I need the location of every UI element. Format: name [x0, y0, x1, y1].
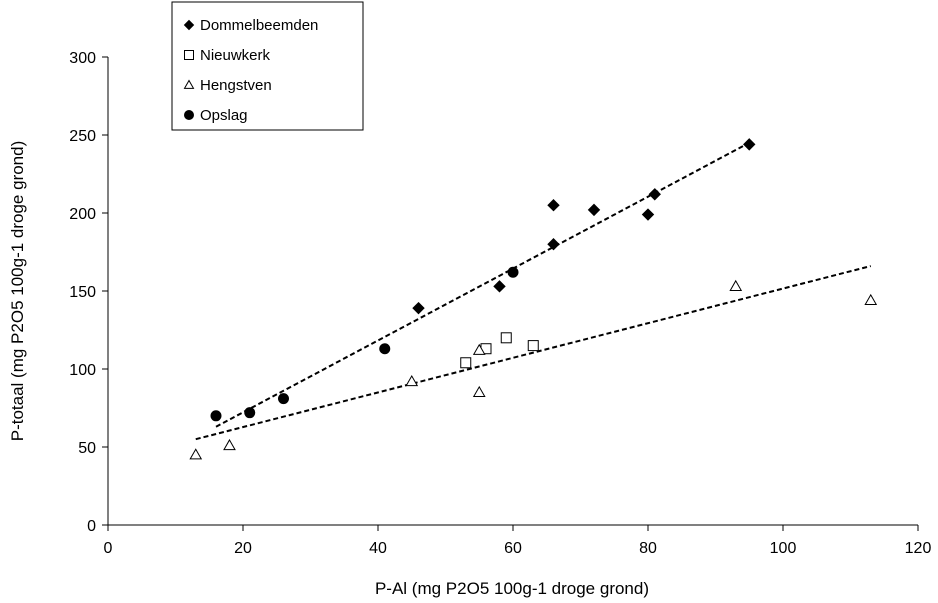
data-point: [244, 407, 256, 419]
legend-box: [171, 1, 364, 131]
data-point: [500, 332, 512, 344]
legend-label: Opslag: [200, 107, 248, 124]
y-tick-label: 0: [87, 518, 96, 535]
data-point: [493, 280, 506, 293]
data-point: [743, 138, 756, 151]
series-dommelbeemden: [412, 138, 756, 315]
x-tick-label: 0: [104, 540, 113, 557]
x-tick-label: 80: [639, 540, 657, 557]
legend-label: Dommelbeemden: [200, 17, 318, 34]
y-tick-label: 50: [78, 440, 96, 457]
data-point: [729, 279, 743, 291]
data-point: [412, 301, 425, 315]
y-tick-label: 250: [69, 128, 96, 145]
data-point: [641, 208, 655, 221]
legend-item: Nieuwkerk: [184, 47, 271, 64]
data-point: [223, 438, 236, 451]
data-point: [864, 293, 878, 305]
x-tick-label: 120: [905, 540, 932, 557]
data-point: [379, 343, 391, 355]
x-tick-label: 60: [504, 540, 522, 557]
data-point: [507, 266, 519, 278]
data-point: [405, 374, 419, 387]
data-point: [472, 385, 486, 398]
legend-item: Dommelbeemden: [183, 17, 318, 34]
data-points: [189, 138, 878, 460]
legend-label: Hengstven: [200, 77, 272, 94]
x-tick-label: 100: [770, 540, 797, 557]
data-point: [460, 357, 472, 369]
data-point: [648, 188, 661, 201]
data-point: [587, 203, 601, 217]
y-tick-label: 100: [69, 362, 96, 379]
data-point: [189, 448, 203, 460]
data-point: [472, 343, 486, 355]
data-point: [527, 340, 539, 352]
trendlines: [195, 141, 871, 441]
y-tick-label: 150: [69, 284, 96, 301]
legend-marker: [184, 50, 194, 60]
data-point: [278, 393, 289, 405]
series-opslag: [210, 266, 519, 422]
series-hengstven: [189, 279, 878, 460]
trendline: [215, 141, 750, 428]
y-tick-label: 200: [69, 206, 96, 223]
legend-marker: [183, 19, 195, 31]
y-tick-label: 300: [69, 50, 96, 67]
x-tick-label: 20: [234, 540, 252, 557]
data-point: [210, 410, 222, 422]
legend: Dommelbeemden Nieuwkerk Hengstven Opslag: [171, 1, 364, 131]
y-axis-title: P-totaal (mg P2O5 100g-1 droge grond): [8, 141, 27, 442]
legend-label: Nieuwkerk: [200, 47, 271, 64]
axes: 0 50 100 150 200 250 300 0 20 40 60 80 100 120: [69, 50, 931, 557]
series-nieuwkerk: [460, 332, 539, 369]
legend-item: Opslag: [184, 107, 248, 124]
legend-marker: [184, 110, 194, 120]
legend-item: Hengstven: [183, 77, 272, 94]
data-point: [547, 237, 560, 251]
legend-marker: [183, 79, 195, 89]
data-point: [547, 198, 560, 212]
trendline: [195, 265, 871, 441]
x-axis-title: P-Al (mg P2O5 100g-1 droge grond): [375, 579, 649, 598]
x-tick-label: 40: [369, 540, 387, 557]
